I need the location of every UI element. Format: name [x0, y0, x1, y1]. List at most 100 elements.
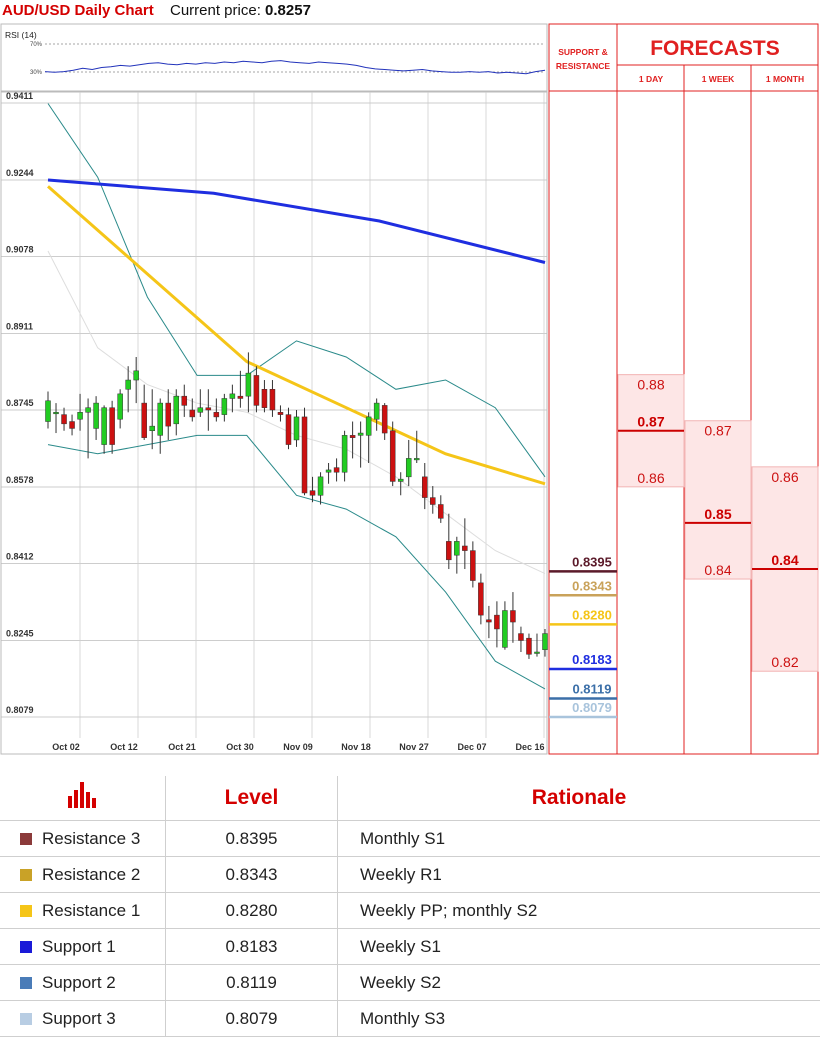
candle-body [486, 620, 491, 622]
rationale-header: Rationale [338, 776, 820, 821]
candle-body [286, 415, 291, 445]
rsi-label: RSI (14) [5, 30, 37, 40]
candle-body [238, 396, 243, 398]
y-tick-label: 0.8412 [6, 552, 34, 562]
candle-body [110, 408, 115, 445]
chart-area: RSI (14) 70% 30% 0.94110.92440.90780.891… [0, 0, 820, 760]
table-row: Support 1 0.8183 Weekly S1 [0, 929, 820, 965]
sr-level-value: 0.8280 [572, 607, 612, 622]
candle-body [310, 491, 315, 496]
forecast-low: 0.84 [704, 562, 731, 578]
candle-body [414, 458, 419, 460]
candle-body [54, 412, 59, 414]
price-chart: 0.94110.92440.90780.89110.87450.85780.84… [1, 91, 548, 754]
level-rationale: Monthly S3 [338, 1001, 820, 1037]
candle-body [454, 541, 459, 555]
candle-body [46, 401, 51, 422]
color-swatch [20, 833, 32, 845]
sr-level-value: 0.8183 [572, 652, 612, 667]
candle-body [190, 410, 195, 417]
x-tick-label: Oct 02 [52, 742, 80, 752]
candle-body [278, 412, 283, 414]
sr-header-line2: RESISTANCE [556, 61, 610, 71]
y-tick-label: 0.9078 [6, 245, 34, 255]
candle-body [398, 479, 403, 481]
level-rationale: Weekly R1 [338, 857, 820, 893]
level-value: 0.8343 [166, 857, 338, 893]
day-header: 1 DAY [639, 74, 664, 84]
candle-body [430, 498, 435, 505]
price-chart-frame [1, 92, 547, 754]
color-swatch [20, 941, 32, 953]
candle-body [470, 551, 475, 581]
x-tick-label: Nov 09 [283, 742, 313, 752]
candle-body [422, 477, 427, 498]
level-header: Level [166, 776, 338, 821]
level-value: 0.8280 [166, 893, 338, 929]
rsi-lower-label: 30% [30, 70, 43, 76]
candle-body [150, 426, 155, 431]
candle-body [374, 403, 379, 419]
forecast-target: 0.87 [637, 414, 664, 430]
candle-body [334, 468, 339, 473]
candle-body [62, 415, 67, 424]
forecast-target: 0.84 [771, 552, 798, 568]
levels-table: Level Rationale Resistance 3 0.8395 Mont… [0, 776, 820, 1037]
candle-body [494, 615, 499, 629]
candle-body [214, 412, 219, 417]
forecast-high: 0.87 [704, 423, 731, 439]
chart-logo-cell [0, 776, 166, 821]
forecast-high: 0.86 [771, 469, 798, 485]
candle-body [70, 422, 75, 429]
candle-body [126, 380, 131, 389]
rsi-upper-label: 70% [30, 42, 43, 48]
x-tick-label: Oct 30 [226, 742, 254, 752]
rsi-panel: RSI (14) 70% 30% [1, 24, 547, 91]
candle-body [462, 546, 467, 551]
candle-body [294, 417, 299, 440]
table-row: Support 3 0.8079 Monthly S3 [0, 1001, 820, 1037]
forecasts-title: FORECASTS [650, 37, 780, 60]
level-rationale: Weekly S2 [338, 965, 820, 1001]
candle-body [166, 403, 171, 426]
forecast-target: 0.85 [704, 506, 731, 522]
x-tick-label: Dec 07 [457, 742, 486, 752]
candle-body [318, 477, 323, 495]
color-swatch [20, 1013, 32, 1025]
levels-table-body: Resistance 3 0.8395 Monthly S1 Resistanc… [0, 821, 820, 1037]
candle-body [518, 634, 523, 641]
sr-level-value: 0.8395 [572, 554, 612, 569]
candle-body [102, 408, 107, 445]
level-rationale: Monthly S1 [338, 821, 820, 857]
candle-body [118, 394, 123, 419]
sr-level-value: 0.8079 [572, 700, 612, 715]
x-tick-label: Nov 27 [399, 742, 429, 752]
level-name: Resistance 1 [42, 901, 140, 920]
candle-body [78, 412, 83, 419]
candle-body [262, 389, 267, 407]
candle-body [478, 583, 483, 615]
week-header: 1 WEEK [702, 74, 735, 84]
candle-body [158, 403, 163, 435]
forecast-low: 0.86 [637, 470, 664, 486]
y-tick-label: 0.9244 [6, 168, 34, 178]
color-swatch [20, 977, 32, 989]
candle-body [206, 408, 211, 410]
level-rationale: Weekly PP; monthly S2 [338, 893, 820, 929]
sr-level-value: 0.8119 [572, 682, 611, 697]
level-rationale: Weekly S1 [338, 929, 820, 965]
candle-body [406, 458, 411, 476]
candle-body [198, 408, 203, 413]
candle-body [358, 433, 363, 435]
y-tick-label: 0.8745 [6, 398, 34, 408]
level-name: Support 3 [42, 1009, 116, 1028]
color-swatch [20, 905, 32, 917]
level-value: 0.8119 [166, 965, 338, 1001]
y-tick-label: 0.8245 [6, 628, 34, 638]
levels-table-header: Level Rationale [0, 776, 820, 821]
candle-body [326, 470, 331, 472]
candle-body [342, 435, 347, 472]
x-tick-label: Dec 16 [515, 742, 544, 752]
candle-body [526, 638, 531, 654]
level-name: Resistance 3 [42, 829, 140, 848]
